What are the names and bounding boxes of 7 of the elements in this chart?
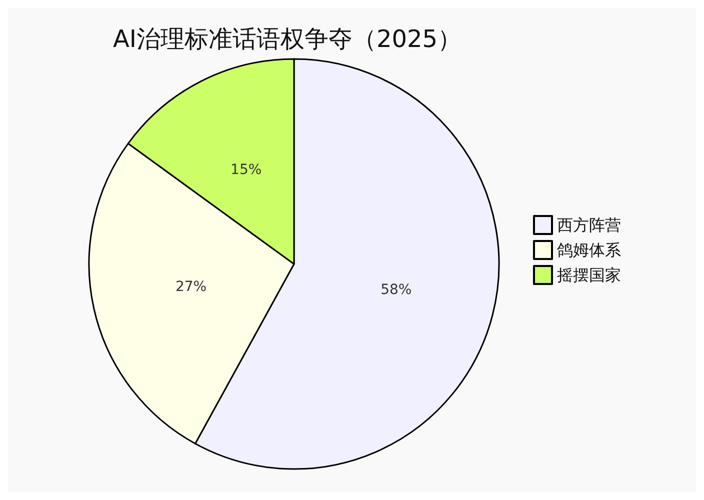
legend-label: 西方阵营 xyxy=(557,216,621,234)
legend-label: 摇摆国家 xyxy=(557,266,621,284)
data-label: 58% xyxy=(380,282,412,298)
data-label: 27% xyxy=(175,279,207,296)
chart-title: AI治理标准话语权争夺（2025） xyxy=(113,25,462,53)
legend-label: 鸽姆体系 xyxy=(557,240,621,260)
data-label: 15% xyxy=(230,162,262,178)
